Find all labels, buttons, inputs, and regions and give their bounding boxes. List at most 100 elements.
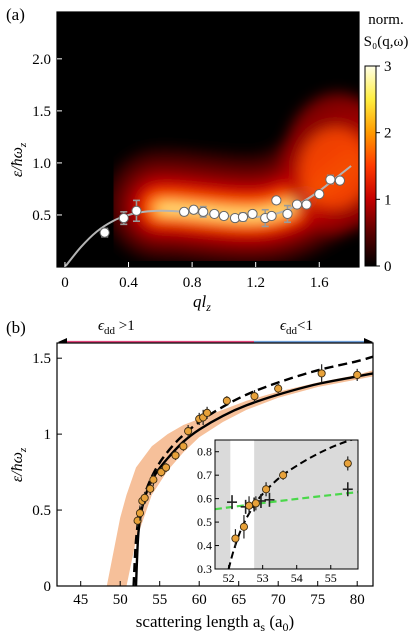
y-tick-label: 1.0 bbox=[32, 156, 51, 172]
data-point bbox=[247, 208, 258, 220]
x-tick-label: 80 bbox=[350, 592, 365, 608]
x-tick-label: 0.8 bbox=[183, 275, 202, 291]
inset-data-point bbox=[239, 522, 248, 531]
x-tick-label: 60 bbox=[192, 592, 207, 608]
inset-shaded-region bbox=[215, 440, 231, 569]
data-point bbox=[140, 493, 149, 502]
y-tick-label: 2.0 bbox=[32, 52, 51, 68]
inset-y-tick-label: 0.5 bbox=[197, 515, 212, 529]
regime-arrow: ϵdd >1 ϵdd<1 bbox=[58, 318, 373, 346]
inset-green-dashed-curve bbox=[215, 491, 358, 511]
data-point bbox=[179, 442, 188, 451]
data-point bbox=[171, 451, 180, 460]
colorbar-tick-label: 3 bbox=[384, 59, 392, 75]
data-point bbox=[209, 208, 220, 220]
data-point bbox=[131, 205, 142, 216]
data-point bbox=[188, 204, 199, 215]
x-tick-label: 75 bbox=[310, 592, 325, 608]
x-tick-label: 1.2 bbox=[246, 275, 265, 291]
data-point bbox=[118, 212, 129, 224]
colorbar-tick-label: 1 bbox=[384, 192, 392, 208]
x-tick-label: 55 bbox=[152, 592, 167, 608]
data-point bbox=[266, 210, 277, 222]
colorbar-title-1: norm. bbox=[368, 12, 403, 28]
heatmap-glow-core bbox=[300, 128, 359, 209]
panel-b-ylabel: ε/ħωz bbox=[9, 447, 29, 482]
data-point bbox=[325, 174, 336, 185]
inset-y-tick-label: 0.3 bbox=[197, 562, 212, 576]
data-point bbox=[99, 227, 110, 238]
y-tick-label: 0.5 bbox=[32, 208, 51, 224]
x-tick-label: 0.4 bbox=[119, 275, 138, 291]
colorbar-scale bbox=[364, 65, 377, 267]
data-point bbox=[184, 427, 193, 436]
panel-a-label: (a) bbox=[6, 5, 25, 24]
inset-black-dashed-curve bbox=[227, 440, 355, 569]
data-point bbox=[198, 206, 209, 217]
y-tick-label: 0.5 bbox=[32, 503, 51, 519]
regime-label-left: ϵdd >1 bbox=[98, 318, 135, 337]
panel-b-xlabel: scattering length as (a0) bbox=[136, 612, 294, 634]
theory-band bbox=[106, 370, 373, 586]
colorbar: norm. S₀(q,ω) 0 1 2 3 bbox=[364, 12, 409, 275]
y-tick-label: 1.5 bbox=[32, 104, 51, 120]
data-point bbox=[179, 206, 190, 217]
data-point bbox=[149, 475, 158, 484]
colorbar-tick-label: 0 bbox=[384, 259, 392, 275]
inset-data-point bbox=[244, 501, 254, 510]
inset-data-point bbox=[262, 485, 271, 494]
data-point bbox=[161, 463, 171, 472]
panel-a: (a) 0 0.4 0.8 1.2 1.6 0.5 1.0 1.5 2.0 qlz ε/ħωz… bbox=[6, 5, 408, 314]
panel-b: (b) ϵdd >1 ϵdd<1 52 53 54 55 0.3 0.4 0.5 0.6 0.7… bbox=[6, 318, 374, 634]
colorbar-tick-label: 2 bbox=[384, 126, 392, 142]
inset-data-point bbox=[343, 459, 352, 468]
data-point bbox=[274, 384, 283, 393]
inset: 52 53 54 55 0.3 0.4 0.5 0.6 0.7 0.8 bbox=[197, 439, 359, 585]
inset-x-tick-label: 53 bbox=[257, 571, 269, 585]
regime-label-right: ϵdd<1 bbox=[280, 318, 313, 337]
data-point bbox=[314, 189, 325, 200]
data-point bbox=[250, 392, 259, 401]
panel-b-label: (b) bbox=[6, 318, 26, 337]
data-point bbox=[146, 484, 155, 493]
inset-data-point bbox=[279, 471, 288, 480]
inset-y-tick-label: 0.4 bbox=[197, 539, 212, 553]
data-point bbox=[222, 396, 231, 405]
inset-frame bbox=[214, 439, 359, 570]
y-tick-label: 1 bbox=[44, 427, 52, 443]
data-point bbox=[271, 195, 282, 206]
colorbar-title-2: S₀(q,ω) bbox=[364, 34, 409, 50]
inset-shaded-region bbox=[254, 440, 358, 569]
data-point bbox=[282, 208, 293, 220]
data-point bbox=[218, 210, 229, 222]
panel-a-frame bbox=[56, 11, 360, 268]
inset-y-tick-label: 0.7 bbox=[197, 468, 212, 482]
data-point bbox=[237, 211, 249, 223]
inset-x-tick-label: 55 bbox=[325, 571, 337, 585]
x-tick-label: 50 bbox=[113, 592, 128, 608]
x-tick-label: 70 bbox=[271, 592, 286, 608]
inset-data-point bbox=[231, 534, 240, 543]
x-tick-label: 65 bbox=[231, 592, 246, 608]
data-point bbox=[135, 509, 144, 518]
inset-x-tick-label: 52 bbox=[223, 571, 235, 585]
y-tick-label: 1.5 bbox=[32, 351, 51, 367]
inset-data-point bbox=[251, 499, 260, 508]
x-tick-label: 1.6 bbox=[310, 275, 329, 291]
panel-a-ylabel: ε/ħωz bbox=[9, 142, 29, 177]
inset-y-tick-label: 0.8 bbox=[197, 445, 212, 459]
data-point bbox=[301, 199, 312, 210]
x-tick-label: 0 bbox=[61, 275, 69, 291]
panel-b-frame bbox=[56, 342, 374, 587]
inset-y-tick-label: 0.6 bbox=[197, 492, 212, 506]
data-point bbox=[334, 175, 346, 186]
inset-x-tick-label: 54 bbox=[291, 571, 303, 585]
x-tick-label: 45 bbox=[73, 592, 88, 608]
panel-a-xlabel: qlz bbox=[193, 292, 211, 314]
data-point bbox=[353, 370, 362, 379]
y-tick-label: 0 bbox=[44, 579, 52, 595]
data-point bbox=[291, 199, 303, 210]
data-point bbox=[203, 408, 212, 417]
data-point bbox=[317, 369, 326, 378]
